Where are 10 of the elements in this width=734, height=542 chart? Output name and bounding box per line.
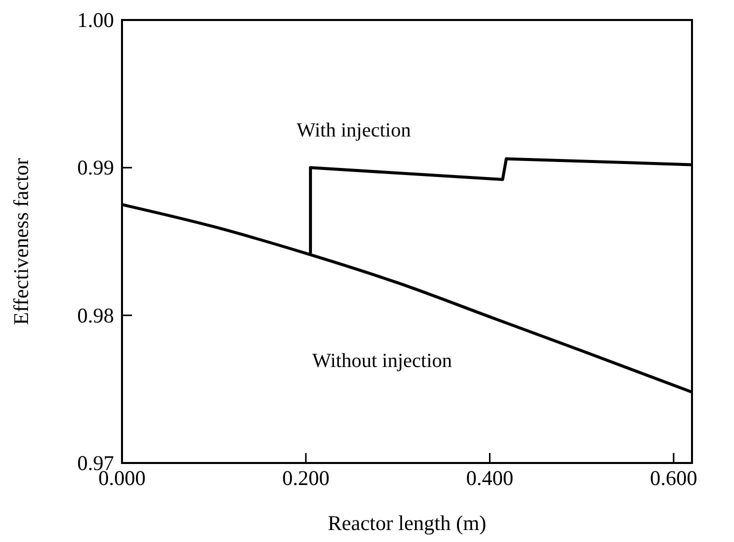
- series-label: With injection: [296, 120, 411, 142]
- y-tick-label: 0.98: [77, 303, 114, 328]
- y-tick-label: 1.00: [77, 8, 114, 32]
- x-tick-label: 0.400: [466, 466, 514, 490]
- text: Without injection: [312, 350, 452, 372]
- x-tick-label: 0.200: [282, 466, 330, 490]
- x-axis-title: Reactor length (m): [328, 511, 486, 535]
- y-tick-label: 0.99: [77, 156, 114, 180]
- x-tick-label: 0.600: [650, 466, 698, 490]
- y-axis-title: Effectiveness factor: [9, 158, 33, 325]
